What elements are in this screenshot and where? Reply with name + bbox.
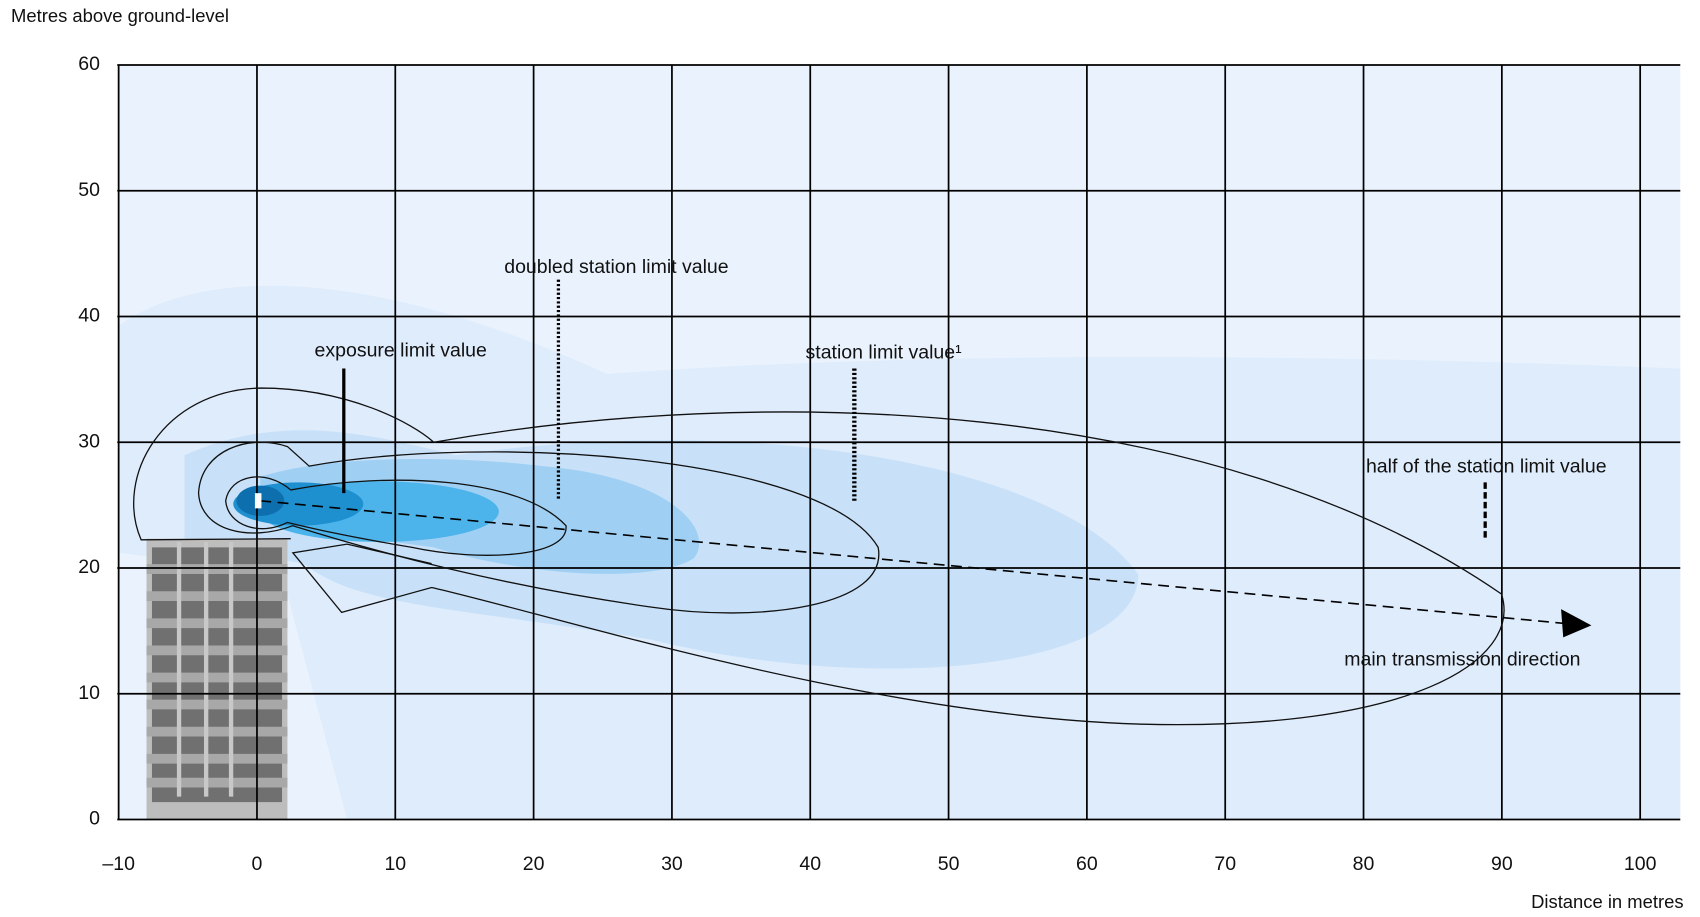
annotation: exposure limit value	[315, 339, 487, 361]
x-tick-label: 50	[938, 853, 960, 875]
grid	[117, 64, 1681, 821]
x-tick-label: 40	[799, 853, 821, 875]
y-tick-label: 0	[89, 808, 100, 830]
y-tick-label: 40	[78, 305, 100, 327]
y-tick-label: 30	[78, 430, 100, 452]
y-tick-label: 20	[78, 556, 100, 578]
y-tick-label: 60	[78, 53, 100, 75]
y-tick-label: 10	[78, 682, 100, 704]
indicators	[254, 279, 1592, 638]
x-tick-label: 80	[1353, 853, 1375, 875]
x-tick-label: 60	[1076, 853, 1098, 875]
contour-station	[197, 441, 880, 614]
contour-doubled-station	[225, 476, 567, 556]
x-tick-label: 70	[1214, 853, 1236, 875]
building-floors	[146, 564, 288, 788]
x-tick-label: 10	[384, 853, 406, 875]
x-tick-label: 0	[252, 853, 263, 875]
annotation: station limit value¹	[806, 342, 963, 364]
x-axis-label: Distance in metres	[1531, 891, 1683, 912]
building-columns	[176, 541, 234, 797]
contours	[133, 387, 1505, 726]
annotation: main transmission direction	[1344, 648, 1580, 670]
x-tick-label: –10	[102, 853, 135, 875]
y-tick-label: 50	[78, 179, 100, 201]
x-tick-label: 90	[1491, 853, 1513, 875]
antenna	[254, 493, 262, 509]
contour-half-station	[133, 387, 1505, 726]
building	[146, 538, 288, 820]
x-tick-label: 30	[661, 853, 683, 875]
arrow-head	[1561, 609, 1592, 638]
annotation: doubled station limit value	[504, 256, 728, 278]
y-axis-label: Metres above ground-level	[11, 5, 229, 26]
x-tick-label: 20	[523, 853, 545, 875]
transmission-arrow	[260, 499, 1564, 625]
x-tick-label: 100	[1624, 853, 1657, 875]
field-shading	[119, 285, 1681, 820]
annotation: half of the station limit value	[1366, 455, 1607, 477]
